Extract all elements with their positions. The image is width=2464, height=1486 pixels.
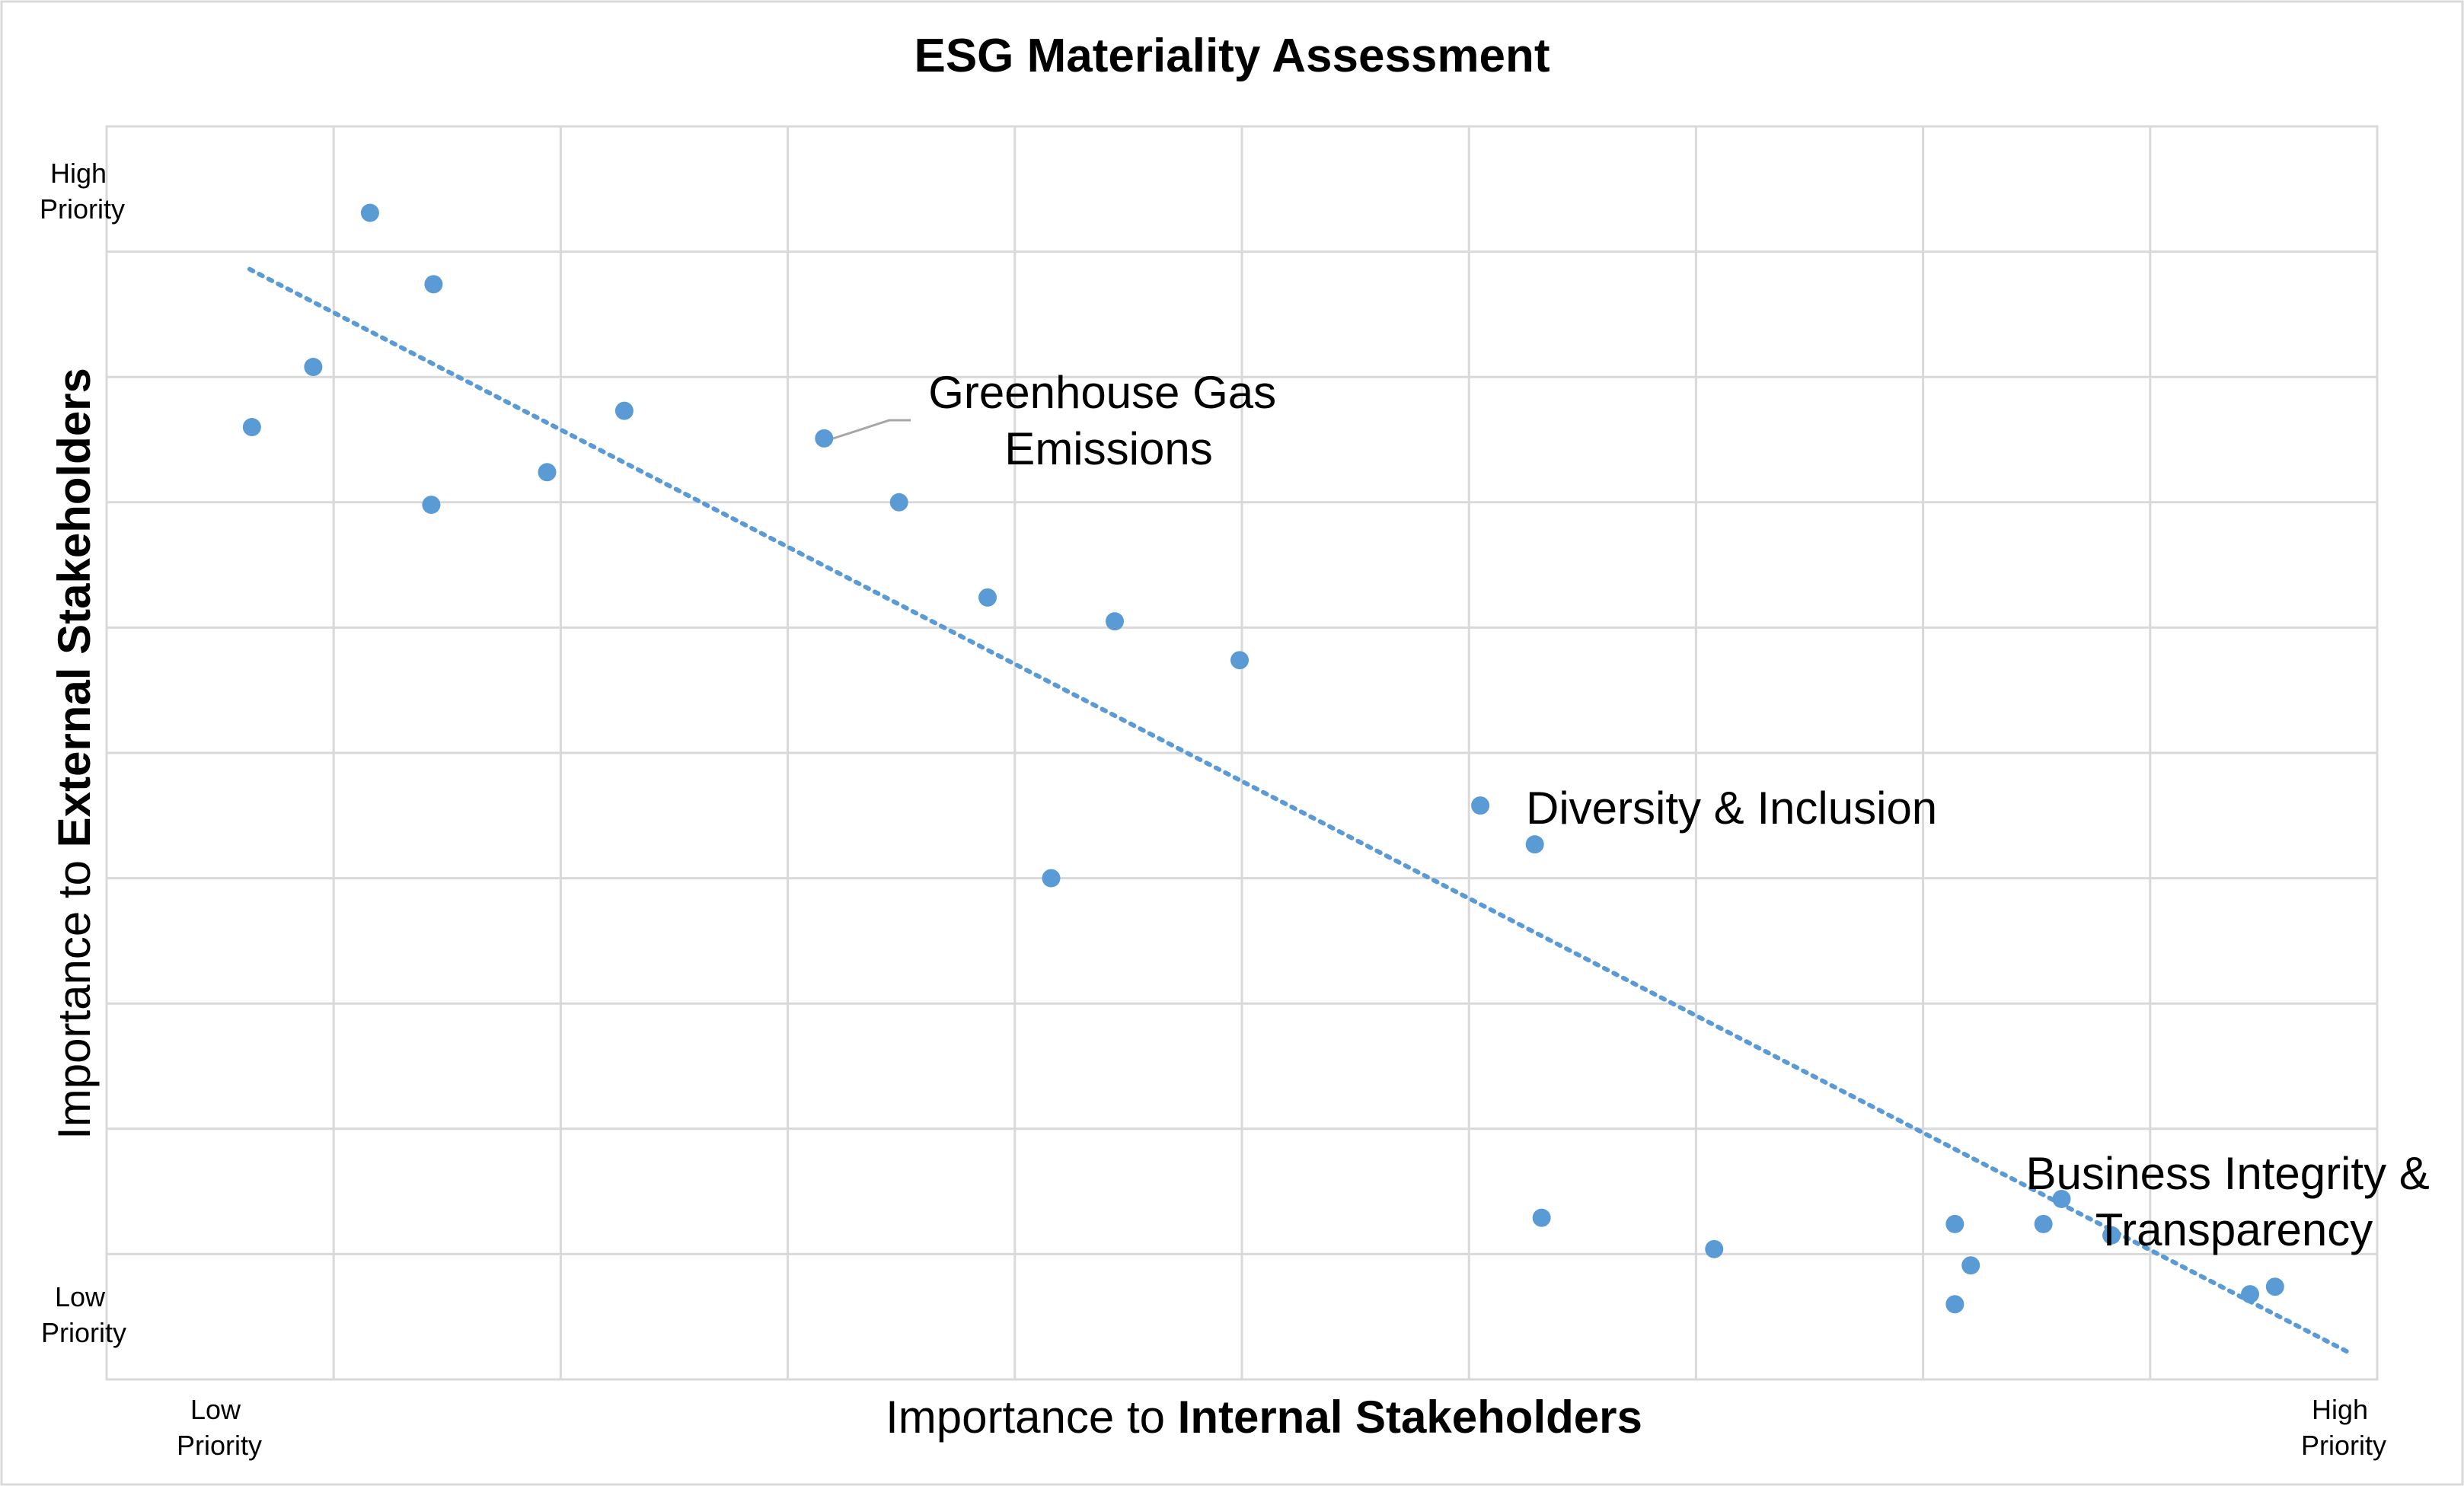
annotation-business-integrity-transparency: Business Integrity & Transparency	[2026, 1148, 2443, 1255]
data-point-25	[2265, 1277, 2284, 1296]
data-point-16	[1532, 1208, 1551, 1227]
data-point-11	[1106, 612, 1125, 631]
data-point-10	[978, 588, 997, 607]
data-point-15	[1525, 835, 1544, 854]
x-axis-label: Importance to Internal Stakeholders	[886, 1392, 1642, 1443]
data-point-8	[815, 429, 834, 448]
data-point-6	[538, 463, 557, 482]
y-axis-label: Importance to External Stakeholders	[49, 368, 100, 1140]
y-tick-label-low: Low Priority	[41, 1281, 126, 1348]
data-point-9	[889, 493, 908, 512]
data-point-14	[1471, 796, 1490, 815]
data-point-18	[1945, 1214, 1964, 1233]
trendline	[247, 266, 2351, 1354]
x-tick-label-low: Low Priority	[177, 1394, 262, 1461]
x-tick-label-high: High Priority	[2301, 1394, 2386, 1461]
y-tick-label-high: High Priority	[40, 158, 125, 225]
data-point-7	[422, 496, 441, 515]
data-point-13	[1042, 869, 1061, 888]
data-point-17	[1705, 1239, 1724, 1258]
data-point-3	[304, 358, 323, 377]
data-point-23	[2102, 1226, 2121, 1245]
data-point-5	[614, 401, 634, 420]
data-point-22	[2052, 1189, 2071, 1208]
data-point-24	[2241, 1285, 2260, 1304]
data-point-12	[1230, 651, 1250, 670]
data-point-1	[360, 203, 379, 222]
data-point-19	[1961, 1256, 1980, 1275]
annotation-leader-greenhouse	[832, 419, 911, 440]
data-points	[242, 203, 2284, 1314]
chart-title: ESG Materiality Assessment	[914, 30, 1550, 82]
annotation-greenhouse-gas-emissions: Greenhouse Gas Emissions	[928, 367, 1289, 474]
annotation-diversity-inclusion: Diversity & Inclusion	[1526, 783, 1937, 834]
data-point-2	[424, 275, 443, 294]
plot-area-border	[105, 125, 2379, 1381]
data-point-21	[2034, 1214, 2053, 1233]
gridlines	[107, 126, 2377, 1379]
data-point-4	[242, 418, 261, 437]
data-point-20	[1945, 1295, 1964, 1314]
